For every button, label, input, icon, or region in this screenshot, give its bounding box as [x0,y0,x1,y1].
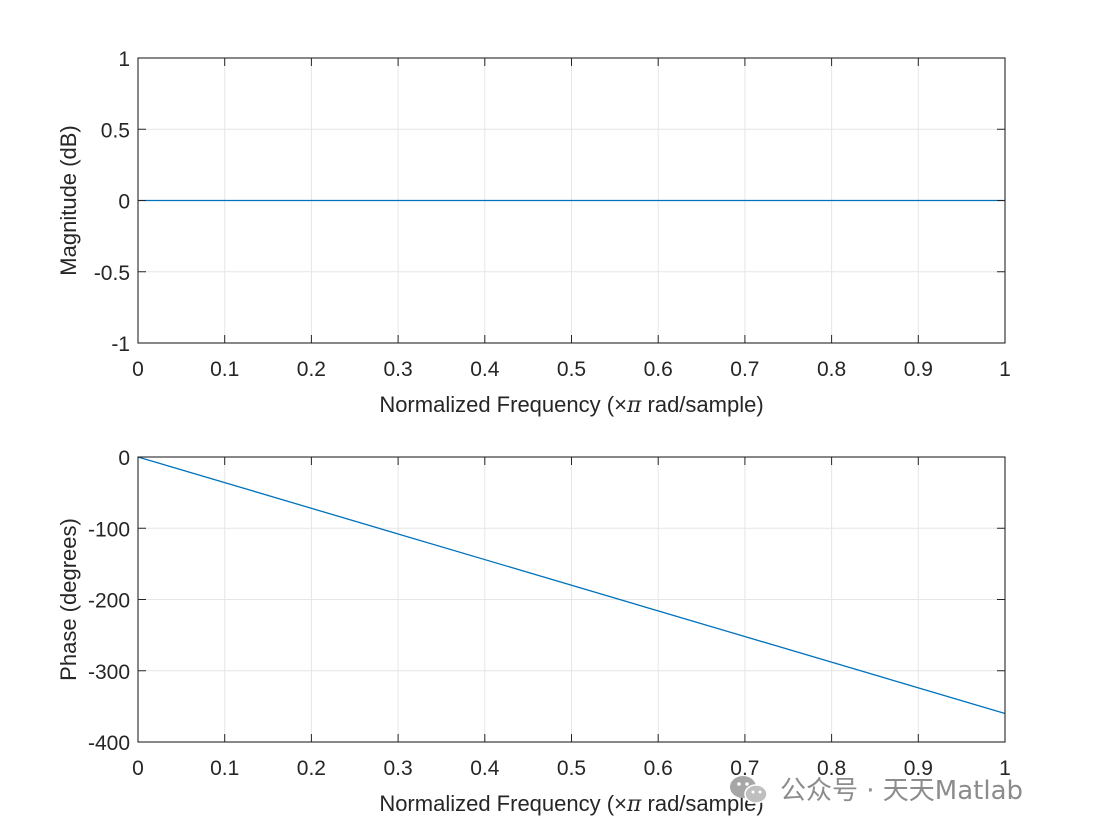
x-tick-label: 0.4 [470,358,500,381]
x-tick-label: 0.9 [904,757,933,780]
y-axis-label: Magnitude (dB) [56,125,81,275]
y-axis-label: Phase (degrees) [56,518,81,681]
y-tick-label: 0.5 [101,119,130,142]
phase-axes: 0 0.1 0.2 0.3 0.4 0.5 0.6 0.7 0.8 0.9 1 -400 -300 -20… [56,447,1011,817]
x-tick-label: 0.6 [644,757,673,780]
x-tick-label: 0.8 [817,757,846,780]
x-tick-label: 1 [999,757,1011,780]
x-tick-label: 0.9 [904,358,933,381]
x-tick-label: 0.2 [297,358,326,381]
x-tick-label: 0 [132,757,144,780]
x-axis-label-prefix: Normalized Frequency ( [379,392,614,417]
x-tick-label: 0.6 [644,358,673,381]
x-tick-label: 0.1 [210,757,239,780]
x-tick-label: 0.5 [557,358,586,381]
x-tick-label: 0.1 [210,358,239,381]
x-tick-label: 0.3 [383,358,412,381]
y-tick-label: 0 [118,447,130,470]
x-tick-label: 0.5 [557,757,586,780]
x-axis-label-pi: π [626,792,642,817]
x-tick-label: 1 [999,358,1011,381]
x-axis-label: Normalized Frequency (×π rad/sample) [379,791,763,817]
magnitude-axes: 0 0.1 0.2 0.3 0.4 0.5 0.6 0.7 0.8 0.9 1 -1 -0.5 0 0.5 1… [56,48,1011,418]
y-tick-label: -400 [88,732,130,755]
x-tick-label: 0.4 [470,757,500,780]
x-tick-label: 0.2 [297,757,326,780]
y-tick-label: 0 [118,191,130,214]
y-tick-label: -0.5 [94,262,130,285]
x-tick-label: 0.7 [730,358,759,381]
x-axis-label-times: × [614,791,627,816]
watermark-text: 公众号 · 天天Matlab [780,776,1023,806]
x-axis-label-prefix: Normalized Frequency ( [379,791,614,816]
y-tick-label: -300 [88,661,130,684]
x-tick-label: 0 [132,358,144,381]
x-axis-label: Normalized Frequency (×π rad/sample) [379,392,763,418]
series-line-phase [137,456,1006,715]
x-axis-label-suffix: rad/sample) [641,392,763,417]
x-tick-label: 0.8 [817,358,846,381]
watermark: 公众号 · 天天Matlab [730,776,1023,806]
y-tick-label: -200 [88,590,130,613]
y-tick-label: -1 [111,333,130,356]
y-tick-label: -100 [88,518,130,541]
wechat-icon [730,776,768,804]
x-axis-label-times: × [614,392,627,417]
x-tick-label: 0.3 [383,757,412,780]
y-tick-label: 1 [118,48,130,71]
x-axis-label-pi: π [626,393,642,418]
x-tick-label: 0.7 [730,757,759,780]
